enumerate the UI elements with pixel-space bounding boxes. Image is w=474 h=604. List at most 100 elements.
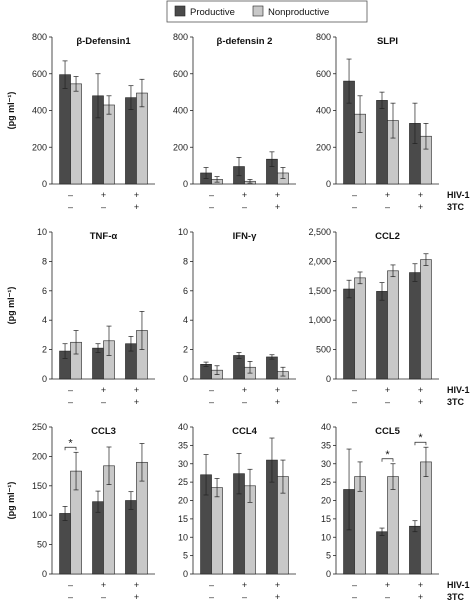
y-tick-label: 1,500 [308, 286, 331, 296]
condition-hiv: + [134, 385, 139, 395]
y-tick-label: 8 [183, 256, 188, 266]
condition-hiv: + [101, 190, 106, 200]
y-tick-label: 200 [32, 142, 47, 152]
y-tick-label: 10 [178, 227, 188, 237]
y-tick-label: 150 [32, 481, 47, 491]
condition-hiv: + [134, 190, 139, 200]
condition-3tc: + [275, 592, 280, 602]
y-tick-label: 2 [42, 345, 47, 355]
condition-hiv: + [275, 580, 280, 590]
significance-bracket [381, 458, 394, 462]
y-tick-label: 400 [316, 106, 331, 116]
significance-star: * [68, 437, 73, 449]
legend-label-productive: Productive [190, 7, 235, 18]
condition-hiv: + [385, 580, 390, 590]
condition-3tc: – [68, 592, 73, 602]
y-tick-label: 250 [32, 422, 47, 432]
bar-productive [266, 356, 278, 380]
significance-star: * [385, 449, 390, 461]
y-tick-label: 15 [321, 514, 331, 524]
panel-6: 0 50 100 150 200 250 CCL3 * – – + – + + (pg ml⁻¹) [6, 422, 155, 602]
y-tick-label: 600 [32, 69, 47, 79]
y-tick-label: 0 [183, 569, 188, 579]
condition-3tc: + [418, 397, 423, 407]
y-axis-label: (pg ml⁻¹) [6, 287, 16, 325]
condition-3tc: – [352, 397, 357, 407]
panel-5: 0 500 1,000 1,500 2,000 2,500 CCL2 – – + – + + HIV-1 3… [308, 227, 469, 407]
condition-hiv: – [352, 580, 357, 590]
bar-nonproductive [103, 104, 115, 185]
condition-3tc: + [275, 397, 280, 407]
y-tick-label: 40 [321, 422, 331, 432]
y-tick-label: 0 [326, 569, 331, 579]
y-tick-label: 800 [316, 32, 331, 42]
significance-star: * [418, 432, 423, 444]
y-tick-label: 100 [32, 510, 47, 520]
y-tick-label: 400 [32, 106, 47, 116]
panel-2: 0 200 400 600 800 SLPI – – + – + + HIV-1 3TC [316, 32, 470, 212]
condition-3tc: – [68, 202, 73, 212]
y-tick-label: 15 [178, 514, 188, 524]
bar-productive [343, 288, 355, 380]
condition-hiv: + [101, 580, 106, 590]
y-axis-label: (pg ml⁻¹) [6, 482, 16, 520]
panel-4: 0 2 4 6 8 10 IFN-γ – – + – + + [178, 227, 296, 407]
y-tick-label: 50 [37, 540, 47, 550]
y-tick-label: 200 [316, 142, 331, 152]
condition-hiv: – [209, 385, 214, 395]
panel-title: β-Defensin1 [76, 36, 131, 47]
y-tick-label: 0 [326, 179, 331, 189]
condition-label-3tc: 3TC [447, 592, 465, 602]
condition-3tc: – [352, 592, 357, 602]
y-tick-label: 400 [173, 106, 188, 116]
y-tick-label: 8 [42, 256, 47, 266]
bar-productive [59, 74, 71, 185]
condition-hiv: – [352, 385, 357, 395]
panel-title: CCL5 [375, 426, 401, 437]
bar-productive [233, 355, 245, 380]
y-tick-label: 2 [183, 345, 188, 355]
y-tick-label: 10 [178, 532, 188, 542]
y-tick-label: 10 [37, 227, 47, 237]
y-tick-label: 40 [178, 422, 188, 432]
bar-productive [376, 291, 388, 380]
y-tick-label: 0 [42, 374, 47, 384]
panel-title: IFN-γ [233, 231, 257, 242]
legend-swatch-nonproductive [252, 5, 264, 17]
y-tick-label: 600 [173, 69, 188, 79]
y-tick-label: 4 [42, 315, 47, 325]
condition-3tc: + [418, 592, 423, 602]
y-tick-label: 20 [321, 496, 331, 506]
bar-productive [125, 97, 137, 185]
y-tick-label: 600 [316, 69, 331, 79]
bar-productive [59, 513, 71, 575]
y-tick-label: 5 [326, 551, 331, 561]
bar-nonproductive [387, 270, 399, 380]
condition-3tc: + [418, 202, 423, 212]
condition-3tc: + [134, 202, 139, 212]
bar-nonproductive [420, 259, 432, 380]
condition-hiv: – [68, 385, 73, 395]
bar-nonproductive [354, 277, 366, 380]
significance-bracket [414, 441, 427, 446]
condition-label-3tc: 3TC [447, 397, 465, 407]
y-tick-label: 4 [183, 315, 188, 325]
y-tick-label: 0 [183, 179, 188, 189]
condition-3tc: + [134, 592, 139, 602]
y-tick-label: 1,000 [308, 315, 331, 325]
condition-hiv: + [418, 190, 423, 200]
bar-nonproductive [420, 461, 432, 575]
condition-3tc: – [101, 202, 106, 212]
significance-bracket [64, 446, 77, 451]
bar-productive [409, 272, 421, 380]
condition-3tc: + [275, 202, 280, 212]
condition-label-hiv: HIV-1 [447, 580, 470, 590]
bar-nonproductive [70, 83, 82, 185]
condition-hiv: + [385, 385, 390, 395]
condition-hiv: + [134, 580, 139, 590]
condition-hiv: – [68, 190, 73, 200]
y-tick-label: 0 [183, 374, 188, 384]
condition-hiv: – [209, 190, 214, 200]
